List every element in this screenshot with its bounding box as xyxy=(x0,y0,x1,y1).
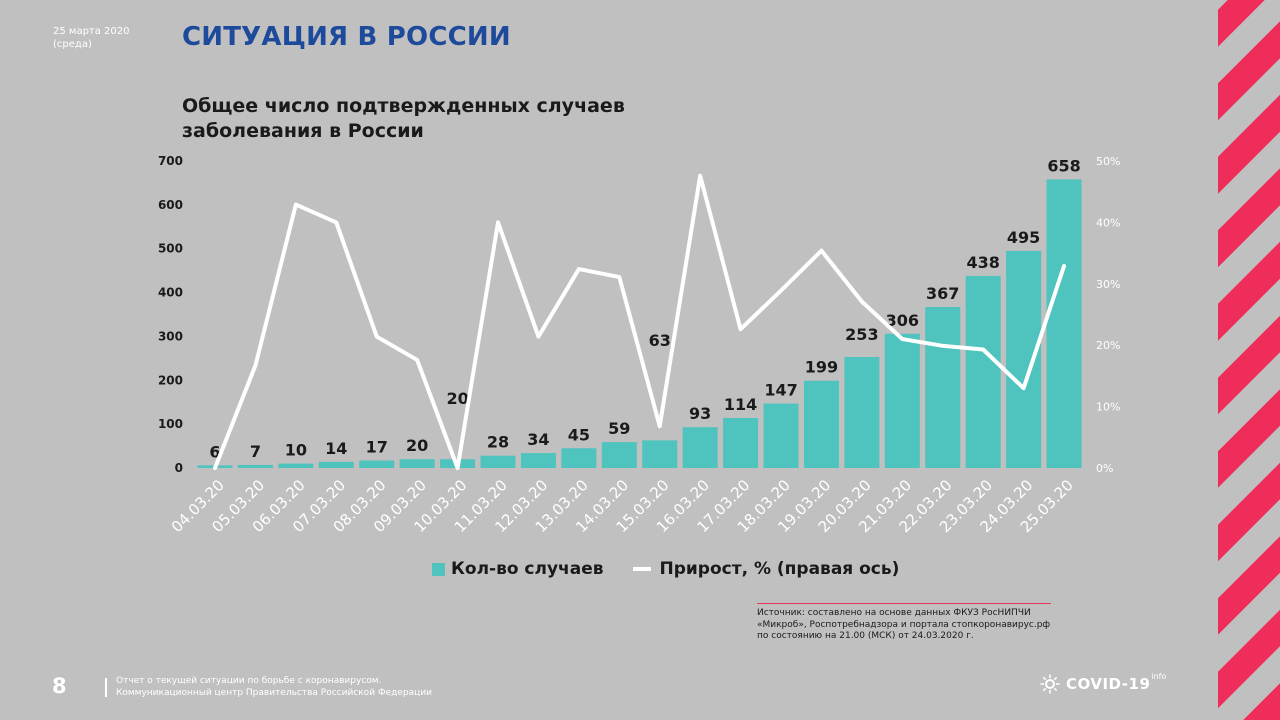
bars-group xyxy=(197,179,1082,469)
bar-9 xyxy=(520,453,556,468)
bar-label-1: 6 xyxy=(209,442,220,461)
source-line-3: по состоянию на 21.00 (МСК) от 24.03.202… xyxy=(757,631,974,641)
bar-label-2: 7 xyxy=(250,442,261,461)
report-date-weekday: (среда) xyxy=(53,39,92,50)
right-axis-tick-3: 30% xyxy=(1096,278,1120,291)
left-axis-tick-400: 400 xyxy=(158,286,183,300)
bar-label-14: 114 xyxy=(724,395,757,414)
source-note: Источник: составлено на основе данных ФК… xyxy=(757,603,1051,643)
bar-label-9: 34 xyxy=(527,430,549,449)
decorative-stripes xyxy=(1218,0,1280,720)
bar-label-12: 63 xyxy=(649,331,671,350)
sun-icon xyxy=(1040,674,1060,694)
left-axis-tick-200: 200 xyxy=(158,373,183,387)
bar-label-5: 17 xyxy=(366,438,388,457)
bar-label-8: 28 xyxy=(487,433,509,452)
bar-label-4: 14 xyxy=(325,439,347,458)
bar-label-19: 367 xyxy=(926,284,959,303)
bar-10 xyxy=(561,448,597,468)
bar-label-15: 147 xyxy=(764,381,797,400)
bar-label-16: 199 xyxy=(805,358,838,377)
bar-8 xyxy=(480,455,516,468)
left-axis-tick-500: 500 xyxy=(158,242,183,256)
bar-6 xyxy=(399,459,435,468)
brand-suffix: info xyxy=(1151,671,1167,681)
bar-label-10: 45 xyxy=(568,425,590,444)
bar-20 xyxy=(965,275,1001,468)
right-axis-tick-1: 10% xyxy=(1096,401,1120,414)
bar-label-11: 59 xyxy=(608,419,630,438)
bar-22 xyxy=(1046,179,1082,469)
right-axis-ticks: 0% 10% 20% 30% 40% 50% xyxy=(1096,155,1120,475)
left-axis-tick-0: 0 xyxy=(175,461,183,475)
brand-name: COVID-19 xyxy=(1066,675,1151,693)
bar-13 xyxy=(682,427,718,468)
right-axis-tick-4: 40% xyxy=(1096,216,1120,229)
bar-21 xyxy=(1006,250,1042,468)
bar-label-13: 93 xyxy=(689,404,711,423)
bar-2 xyxy=(237,464,273,468)
bar-label-18: 306 xyxy=(886,311,919,330)
page-title: СИТУАЦИЯ В РОССИИ xyxy=(182,22,511,52)
legend-label-growth: Прирост, % (правая ось) xyxy=(659,559,900,579)
bar-15 xyxy=(763,403,799,468)
growth-line xyxy=(213,173,1067,470)
page-number: 8 xyxy=(52,674,67,698)
bar-11 xyxy=(601,442,637,468)
bar-18 xyxy=(884,333,920,468)
right-axis-tick-2: 20% xyxy=(1096,339,1120,352)
bar-5 xyxy=(359,460,395,468)
left-axis-tick-100: 100 xyxy=(158,417,183,431)
bar-19 xyxy=(925,307,961,468)
chart-legend: Кол-во случаев Прирост, % (правая ось) xyxy=(432,559,899,579)
report-date: 25 марта 2020 (среда) xyxy=(53,25,130,51)
footer-divider xyxy=(105,678,107,697)
source-line-2: «Микроб», Роспотребнадзора и портала сто… xyxy=(757,619,1051,630)
legend-swatch-cases xyxy=(432,562,445,576)
bar-4 xyxy=(318,461,354,468)
left-axis-tick-300: 300 xyxy=(158,329,183,343)
report-date-day: 25 марта 2020 xyxy=(53,26,130,37)
x-axis-ticks: 04.03.2005.03.2006.03.2007.03.2008.03.20… xyxy=(168,476,1077,536)
bar-14 xyxy=(723,418,759,468)
bar-16 xyxy=(803,380,839,468)
right-axis-tick-0: 0% xyxy=(1096,462,1113,475)
left-axis-tick-600: 600 xyxy=(158,198,183,212)
bar-labels-group: 6 7 10 14 17 20 20 28 34 45 59 63 93 114 147 199 253 306 3… xyxy=(209,156,1080,461)
bar-label-17: 253 xyxy=(845,325,878,344)
bar-label-22: 658 xyxy=(1047,156,1080,175)
footer-line-2: Коммуникационный центр Правительства Рос… xyxy=(116,688,432,698)
legend-swatch-growth xyxy=(633,567,652,571)
source-line-1: Источник: составлено на основе данных ФК… xyxy=(757,608,1031,618)
bar-label-21: 495 xyxy=(1007,228,1040,247)
bar-label-6: 20 xyxy=(406,436,428,455)
bar-17 xyxy=(844,357,880,468)
bar-label-7: 20 xyxy=(446,389,468,408)
legend-label-cases: Кол-во случаев xyxy=(451,559,604,579)
chart-title: Общее число подтвержденных случаев забол… xyxy=(182,95,625,142)
bar-3 xyxy=(278,463,314,468)
right-axis-tick-5: 50% xyxy=(1096,155,1120,168)
covid-brand-logo: COVID-19 info xyxy=(1040,671,1167,694)
bar-label-3: 10 xyxy=(285,441,307,460)
bar-12 xyxy=(642,440,678,468)
bar-label-20: 438 xyxy=(966,253,999,272)
footer-line-1: Отчет о текущей ситуации по борьбе с кор… xyxy=(116,676,382,686)
left-axis-tick-700: 700 xyxy=(158,154,183,168)
footer-caption: Отчет о текущей ситуации по борьбе с кор… xyxy=(116,675,432,699)
left-axis-ticks: 0 100 200 300 400 500 600 700 xyxy=(158,154,183,475)
